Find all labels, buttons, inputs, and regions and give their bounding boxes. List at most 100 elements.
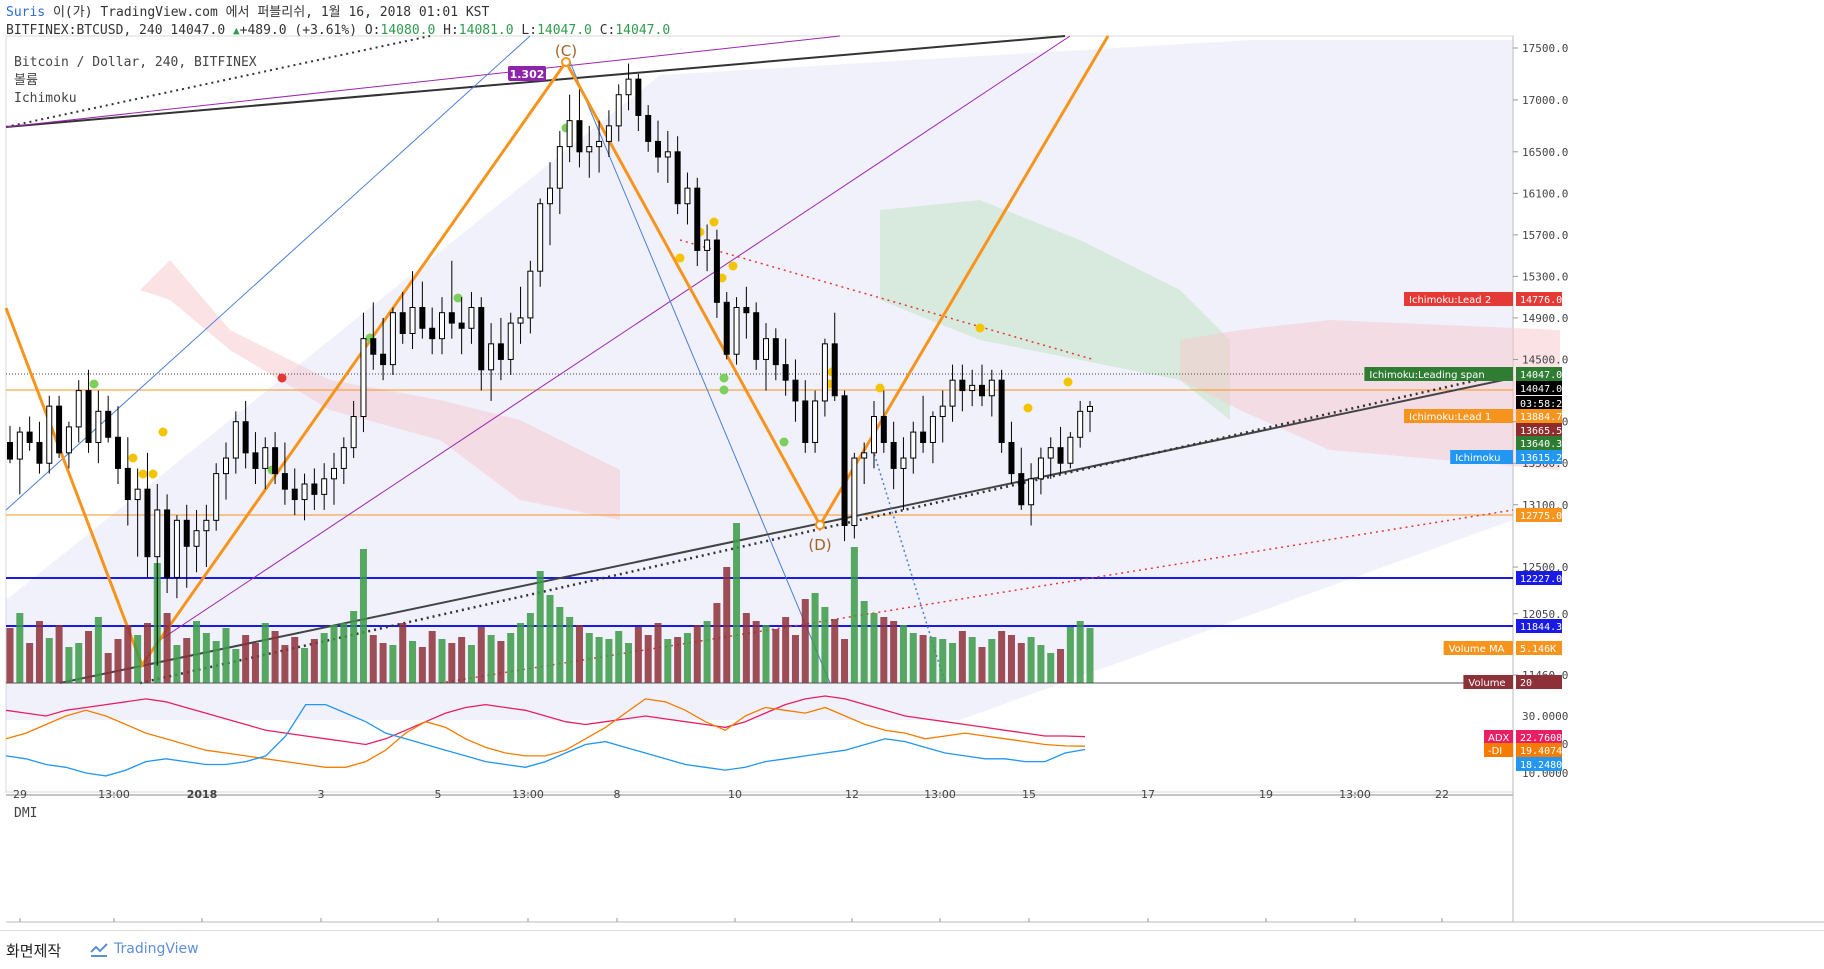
candle-body	[85, 390, 92, 443]
time-tick-label: 3	[318, 788, 325, 801]
signal-dot-yellow	[1023, 403, 1033, 413]
candle-body	[1028, 478, 1035, 506]
volume-bar	[389, 645, 397, 683]
footer-bar: 화면제작 TradingView	[0, 930, 1824, 969]
candle-body	[713, 239, 720, 303]
trendline-top-dotted	[5, 35, 431, 128]
candle-body	[1037, 457, 1044, 480]
volume-bar	[65, 647, 73, 683]
candle-body	[223, 457, 229, 475]
volume-bar	[890, 621, 898, 683]
legend-title[interactable]: Bitcoin / Dollar, 240, BITFINEX	[14, 55, 257, 70]
volume-bar	[949, 643, 957, 683]
low-label: L:	[521, 23, 538, 38]
volume-bar	[968, 637, 976, 683]
volume-bar	[507, 633, 515, 683]
volume-bar	[340, 623, 348, 683]
made-with-label: 화면제작	[6, 942, 62, 960]
candle-body	[311, 483, 318, 495]
price-label-tag-text: Ichimoku:Lead 2	[1409, 295, 1491, 306]
candle-body	[763, 338, 769, 360]
volume-bar	[762, 625, 770, 683]
candle-body	[242, 421, 249, 454]
volume-bar	[438, 639, 446, 683]
volume-bar	[526, 613, 534, 683]
ohlc-line: BITFINEX:BTCUSD, 240 14047.0 ▲+489.0 (+3…	[6, 22, 670, 40]
trendline-top	[5, 35, 1066, 128]
candle-body	[95, 410, 102, 443]
volume-bar	[320, 633, 328, 683]
signal-dot-green	[453, 293, 463, 303]
candle-body	[753, 312, 760, 360]
blue-trend	[5, 35, 531, 511]
candle-body	[851, 457, 858, 527]
volume-bar	[261, 623, 269, 683]
volume-bar	[752, 621, 760, 683]
tradingview-logo-icon[interactable]	[90, 943, 108, 957]
signal-dot-yellow	[675, 253, 685, 263]
volume-bar	[359, 549, 367, 683]
chart-canvas: (C)(D)1.302 11460.012050.012500.013100.0…	[4, 35, 1824, 923]
candle-body	[861, 452, 868, 459]
dmi-legend[interactable]: DMI	[14, 806, 38, 821]
candle-body	[743, 307, 750, 314]
close-value: 14047.0	[615, 23, 671, 38]
candle-body	[36, 441, 43, 464]
time-tick-label: 29	[13, 788, 27, 801]
legend-ichimoku[interactable]: Ichimoku	[14, 91, 77, 106]
candle-body	[772, 338, 779, 366]
candle-body	[193, 530, 200, 547]
candle-body	[1077, 410, 1084, 438]
candle-body	[291, 488, 298, 501]
candle-body	[56, 405, 63, 454]
volume-bar	[595, 637, 603, 683]
candle-layer	[7, 63, 1093, 666]
candle-body	[694, 187, 701, 251]
candle-body	[468, 307, 475, 329]
volume-bar	[104, 653, 112, 683]
volume-bar	[477, 627, 485, 683]
price-tick-label: 17000.0	[1522, 94, 1568, 107]
signal-dot-yellow	[875, 383, 885, 393]
candle-body	[360, 338, 367, 418]
price-label-box	[1516, 508, 1562, 522]
volume-bar	[242, 635, 250, 683]
candle-body	[1087, 405, 1093, 412]
signal-dot-yellow	[709, 217, 719, 227]
candle-body	[389, 312, 396, 366]
volume-bar	[575, 625, 583, 683]
tradingview-brand[interactable]: TradingView	[114, 941, 199, 957]
volume-bar	[723, 567, 731, 683]
legend-volume[interactable]: 볼륨	[14, 73, 38, 88]
candle-body	[340, 447, 347, 469]
volume-bar	[713, 603, 721, 683]
candle-body	[910, 431, 917, 459]
volume-bar	[791, 635, 799, 683]
rising-support-dotted	[139, 370, 1514, 685]
volume-bar	[45, 638, 53, 683]
dmi-tick-label: 30.0000	[1522, 710, 1568, 723]
volume-bar	[1066, 627, 1074, 683]
volume-bar	[251, 643, 259, 683]
candle-body	[979, 384, 985, 397]
price-label-tag	[1404, 409, 1513, 423]
dmi-label-box	[1516, 730, 1562, 744]
volume-bar	[811, 593, 819, 683]
signal-dot-yellow	[975, 323, 985, 333]
chart-legend: Bitcoin / Dollar, 240, BITFINEX 볼륨 Ichim…	[14, 54, 257, 108]
price-label-box	[1516, 423, 1562, 437]
volume-bar	[988, 639, 996, 683]
author-link[interactable]: Suris	[6, 5, 46, 20]
volume-bar	[742, 613, 750, 683]
last-price: 14047.0	[170, 23, 226, 38]
signal-dot-yellow	[138, 469, 148, 479]
volume-bar	[683, 633, 691, 683]
volume-bar	[467, 645, 475, 683]
time-tick-label: 17	[1141, 788, 1155, 801]
candle-body	[1047, 447, 1054, 459]
pattern-point-c	[561, 57, 571, 67]
red-dotted-resistance	[679, 239, 1096, 361]
volume-bar	[487, 635, 495, 683]
candle-body	[331, 467, 337, 480]
volume-bar	[418, 647, 426, 683]
